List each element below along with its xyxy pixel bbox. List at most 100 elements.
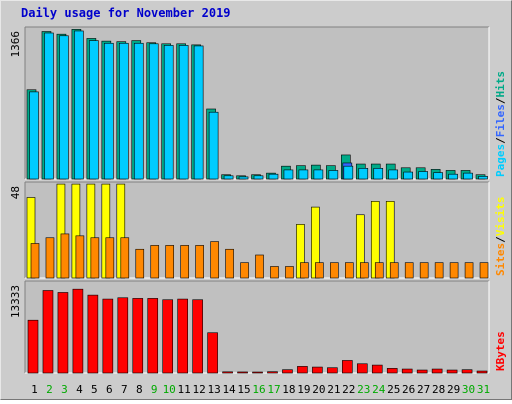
pages-bar <box>133 42 144 180</box>
kbytes-bar <box>282 369 293 374</box>
sites-bar <box>300 262 309 279</box>
pages-bar <box>74 30 84 180</box>
x-tick-label: 18 <box>282 383 295 396</box>
legend-entry-pages: Pages <box>494 144 507 177</box>
sites-bar <box>195 245 204 279</box>
sites-bar <box>60 233 70 279</box>
x-tick-label: 13 <box>207 383 220 396</box>
kbytes-bar <box>461 369 473 374</box>
x-tick-label: 7 <box>121 383 128 396</box>
x-tick-label: 20 <box>312 383 325 396</box>
kbytes-bar <box>252 371 263 374</box>
pages-bar <box>104 42 114 180</box>
sites-bar <box>374 262 384 279</box>
x-tick-label: 25 <box>387 383 400 396</box>
x-tick-label: 26 <box>402 383 415 396</box>
y-axis-max-label-visits: 48 <box>9 186 22 199</box>
legend-hits: Pages/Files/Hits <box>494 71 507 177</box>
pages-bar <box>163 45 174 180</box>
y-axis-max-label-kbytes: 13333 <box>9 285 22 318</box>
sites-bar <box>90 237 100 279</box>
x-tick-label: 24 <box>372 383 386 396</box>
x-tick-label: 5 <box>91 383 98 396</box>
sites-bar <box>255 254 264 279</box>
x-tick-label: 15 <box>237 383 250 396</box>
sites-bar <box>345 262 354 279</box>
sites-bar <box>240 262 249 279</box>
kbytes-bar <box>267 371 278 374</box>
kbytes-bar <box>401 368 413 374</box>
kbytes-bar <box>222 371 233 374</box>
legend-entry-hits: Hits <box>494 71 507 98</box>
kbytes-bar <box>27 319 39 374</box>
sites-bar <box>419 262 429 279</box>
pages-bar <box>313 169 324 180</box>
x-tick-label: 30 <box>462 383 475 396</box>
x-tick-label: 21 <box>327 383 340 396</box>
legend-separator: / <box>494 137 507 144</box>
kbytes-bar <box>416 369 428 374</box>
legend-entry-files: Files <box>494 104 507 137</box>
sites-bar <box>165 245 175 279</box>
sites-bar <box>285 266 294 279</box>
pages-bar <box>59 35 69 180</box>
legend-entry-visits: Visits <box>494 197 507 237</box>
kbytes-bar <box>386 368 398 374</box>
y-axis-max-label-hits: 1366 <box>9 31 22 58</box>
legend-entry-kbytes: KBytes <box>494 331 507 371</box>
pages-bar <box>328 170 339 180</box>
pages-bar <box>388 169 399 180</box>
pages-bar <box>358 168 369 180</box>
sites-bar <box>479 262 489 279</box>
kbytes-bar <box>87 294 99 374</box>
x-tick-label: 4 <box>76 383 83 396</box>
sites-bar <box>434 262 444 279</box>
legend-visits: Sites/Visits <box>494 197 507 277</box>
pages-bar <box>208 111 219 180</box>
x-tick-label: 17 <box>267 383 280 396</box>
legend-separator: / <box>494 97 507 104</box>
pages-bar <box>283 169 294 180</box>
x-tick-label: 9 <box>151 383 158 396</box>
kbytes-bar <box>117 297 129 374</box>
pages-bar <box>223 175 234 180</box>
sites-bar <box>150 245 160 279</box>
x-tick-label: 6 <box>106 383 113 396</box>
kbytes-bar <box>72 288 84 374</box>
legend-entry-sites: Sites <box>494 243 507 276</box>
pages-bar <box>44 32 54 180</box>
x-tick-label: 14 <box>222 383 236 396</box>
x-tick-label: 11 <box>178 383 191 396</box>
kbytes-bar <box>297 366 308 374</box>
kbytes-bar <box>57 292 69 374</box>
pages-bar <box>29 91 39 180</box>
x-tick-label: 29 <box>447 383 460 396</box>
kbytes-bar <box>446 369 458 374</box>
kbytes-bar <box>476 370 488 374</box>
kbytes-bar <box>132 298 144 374</box>
sites-bar <box>180 245 189 279</box>
pages-bar <box>463 172 473 180</box>
sites-bar <box>45 237 55 279</box>
kbytes-bar <box>431 368 443 374</box>
pages-bar <box>119 42 129 180</box>
kbytes-bar <box>162 299 174 374</box>
panel-bg-kbytes <box>25 281 489 373</box>
pages-bar <box>268 173 279 180</box>
sites-bar <box>210 241 219 279</box>
sites-bar <box>105 237 115 279</box>
x-tick-label: 16 <box>252 383 265 396</box>
kbytes-bar <box>371 364 383 374</box>
pages-bar <box>253 175 264 180</box>
pages-bar <box>298 169 309 180</box>
x-tick-label: 12 <box>193 383 206 396</box>
pages-bar <box>448 173 458 180</box>
sites-bar <box>225 248 234 279</box>
kbytes-bar <box>102 298 114 374</box>
sites-bar <box>449 262 459 279</box>
kbytes-bar <box>237 371 248 374</box>
sites-bar <box>330 262 339 279</box>
x-tick-label: 3 <box>61 383 68 396</box>
x-tick-label: 8 <box>136 383 143 396</box>
